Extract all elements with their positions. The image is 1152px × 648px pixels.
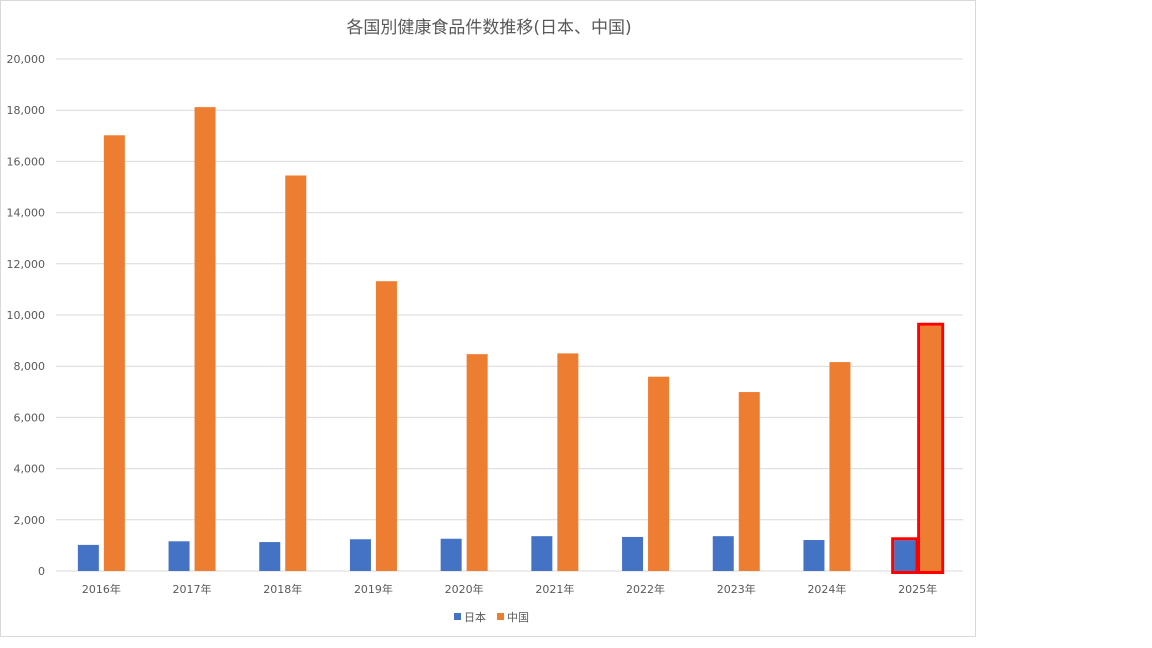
- y-tick-label: 8,000: [14, 360, 46, 373]
- bar-china: [285, 175, 307, 572]
- bar-japan: [440, 538, 462, 571]
- y-tick-label: 18,000: [7, 104, 46, 117]
- legend: 日本 中国: [454, 610, 529, 624]
- bar-japan: [259, 542, 281, 571]
- y-tick-label: 0: [38, 565, 45, 578]
- y-tick-label: 14,000: [7, 207, 46, 220]
- legend-label-china: 中国: [507, 611, 529, 624]
- legend-swatch-china: [497, 613, 504, 620]
- bar-china: [557, 353, 579, 571]
- x-axis-ticks: 2016年 2017年 2018年 2019年 2020年 2021年 2022年 2023年…: [82, 582, 937, 596]
- bar-china: [648, 376, 670, 571]
- y-tick-label: 6,000: [14, 411, 46, 424]
- highlight-box-china: [917, 322, 945, 575]
- bar-china: [194, 107, 216, 572]
- bar-china: [829, 362, 851, 571]
- y-tick-label: 10,000: [7, 309, 46, 322]
- bar-japan: [894, 540, 916, 571]
- bar-japan: [168, 541, 190, 571]
- bar-japan: [531, 536, 553, 571]
- x-tick-label: 2019年: [354, 582, 393, 596]
- x-tick-label: 2020年: [445, 582, 484, 596]
- x-tick-label: 2025年: [898, 582, 937, 596]
- legend-label-japan: 日本: [464, 610, 486, 624]
- x-tick-label: 2023年: [717, 582, 756, 596]
- y-axis-ticks: 0 2,000 4,000 6,000 8,000 10,000 12,000 14,000 1…: [7, 53, 46, 578]
- bar-china: [375, 281, 397, 571]
- x-tick-label: 2024年: [807, 582, 846, 596]
- y-tick-label: 12,000: [7, 258, 46, 271]
- bar-japan: [712, 536, 734, 571]
- bar-china: [738, 392, 760, 571]
- chart-frame: 各国別健康食品件数推移(日本、中国) 0 2,000 4,000 6,000 8,000…: [0, 0, 976, 637]
- bar-china: [920, 325, 942, 571]
- bar-china: [103, 135, 125, 571]
- gridlines: [56, 58, 963, 521]
- bars: [77, 107, 942, 572]
- x-tick-label: 2022年: [626, 582, 665, 596]
- bar-china: [466, 354, 488, 571]
- legend-swatch-japan: [454, 613, 461, 620]
- bar-japan: [622, 536, 644, 571]
- chart-title: 各国別健康食品件数推移(日本、中国): [346, 18, 631, 38]
- bar-japan: [349, 539, 371, 571]
- x-tick-label: 2018年: [263, 582, 302, 596]
- y-tick-label: 20,000: [7, 53, 46, 66]
- y-tick-label: 4,000: [14, 463, 46, 476]
- bar-japan: [803, 540, 825, 571]
- highlight-box-japan: [891, 537, 919, 575]
- x-tick-label: 2016年: [82, 582, 121, 596]
- bar-japan: [77, 544, 99, 571]
- x-tick-label: 2017年: [173, 582, 212, 596]
- y-tick-label: 16,000: [7, 155, 46, 168]
- bar-chart: 各国別健康食品件数推移(日本、中国) 0 2,000 4,000 6,000 8,000…: [7, 18, 963, 624]
- highlight-boxes: [891, 322, 945, 575]
- x-tick-label: 2021年: [535, 582, 574, 596]
- y-tick-label: 2,000: [14, 514, 46, 527]
